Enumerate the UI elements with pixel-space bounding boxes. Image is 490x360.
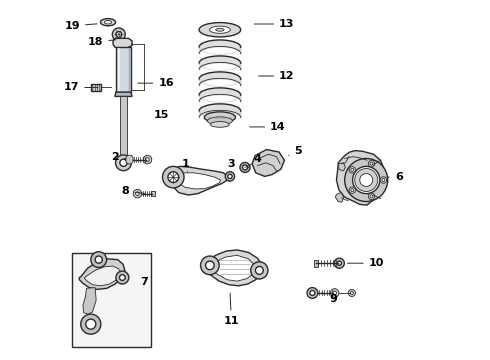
Ellipse shape — [207, 117, 232, 125]
Circle shape — [349, 167, 356, 173]
Circle shape — [333, 291, 337, 295]
Ellipse shape — [216, 28, 224, 31]
Text: 17: 17 — [64, 82, 98, 93]
Text: 6: 6 — [387, 172, 403, 182]
Circle shape — [228, 174, 232, 179]
Text: 1: 1 — [182, 158, 190, 171]
Text: 7: 7 — [140, 277, 148, 287]
Circle shape — [351, 168, 354, 171]
Circle shape — [200, 256, 219, 275]
Circle shape — [344, 158, 388, 202]
Ellipse shape — [211, 122, 229, 127]
Polygon shape — [204, 250, 262, 286]
Circle shape — [116, 32, 122, 37]
Circle shape — [168, 172, 179, 183]
Text: 8: 8 — [122, 186, 145, 197]
Ellipse shape — [100, 19, 116, 26]
Circle shape — [370, 195, 373, 198]
Ellipse shape — [204, 112, 236, 123]
Circle shape — [255, 266, 263, 274]
Polygon shape — [338, 163, 345, 171]
Circle shape — [95, 256, 102, 263]
Circle shape — [243, 165, 247, 170]
Circle shape — [337, 261, 342, 265]
Circle shape — [350, 292, 353, 294]
Ellipse shape — [210, 26, 230, 33]
Polygon shape — [212, 255, 255, 281]
Polygon shape — [151, 191, 155, 197]
Circle shape — [334, 258, 344, 268]
Circle shape — [133, 189, 142, 198]
Circle shape — [330, 289, 339, 297]
Ellipse shape — [104, 21, 112, 24]
Polygon shape — [337, 150, 384, 205]
Text: 3: 3 — [227, 158, 235, 171]
Polygon shape — [113, 39, 132, 49]
Circle shape — [360, 174, 373, 186]
Polygon shape — [84, 266, 120, 286]
Circle shape — [116, 155, 131, 171]
Circle shape — [163, 166, 184, 188]
Circle shape — [81, 314, 101, 334]
Ellipse shape — [199, 23, 241, 37]
Circle shape — [251, 262, 268, 279]
Circle shape — [136, 192, 139, 195]
Circle shape — [382, 179, 385, 181]
Circle shape — [355, 168, 378, 192]
Circle shape — [348, 289, 355, 297]
Circle shape — [240, 162, 250, 172]
Text: 2: 2 — [111, 152, 126, 162]
Text: 18: 18 — [88, 37, 116, 47]
Circle shape — [349, 187, 356, 193]
Polygon shape — [91, 84, 101, 91]
Circle shape — [368, 161, 375, 167]
Text: 4: 4 — [248, 154, 262, 167]
Circle shape — [351, 189, 354, 192]
Polygon shape — [166, 166, 228, 195]
Text: 10: 10 — [347, 258, 384, 268]
Polygon shape — [120, 96, 127, 155]
Polygon shape — [115, 92, 132, 96]
Circle shape — [353, 166, 380, 194]
Polygon shape — [335, 193, 343, 202]
Circle shape — [205, 261, 214, 270]
Circle shape — [307, 288, 318, 298]
Circle shape — [112, 28, 125, 41]
Circle shape — [146, 158, 149, 161]
Polygon shape — [252, 149, 285, 176]
Text: 9: 9 — [322, 293, 337, 304]
Polygon shape — [126, 155, 133, 164]
Text: 13: 13 — [254, 19, 294, 29]
Circle shape — [120, 275, 125, 280]
Circle shape — [116, 271, 129, 284]
Polygon shape — [83, 288, 96, 314]
Text: 16: 16 — [138, 78, 174, 88]
Polygon shape — [116, 47, 131, 92]
Circle shape — [370, 162, 373, 165]
FancyBboxPatch shape — [72, 253, 151, 347]
Text: 19: 19 — [64, 21, 97, 31]
Circle shape — [86, 319, 96, 329]
Text: 15: 15 — [154, 111, 170, 121]
Polygon shape — [177, 173, 220, 189]
Circle shape — [310, 291, 315, 296]
Circle shape — [368, 193, 375, 199]
Circle shape — [120, 159, 127, 166]
Circle shape — [143, 155, 152, 164]
Text: 5: 5 — [289, 146, 302, 156]
Circle shape — [91, 252, 107, 267]
Text: 11: 11 — [223, 293, 239, 325]
Polygon shape — [79, 259, 125, 289]
Circle shape — [380, 177, 387, 183]
Text: 12: 12 — [259, 71, 294, 81]
Text: 14: 14 — [249, 122, 286, 132]
Polygon shape — [314, 260, 318, 267]
Circle shape — [225, 172, 235, 181]
